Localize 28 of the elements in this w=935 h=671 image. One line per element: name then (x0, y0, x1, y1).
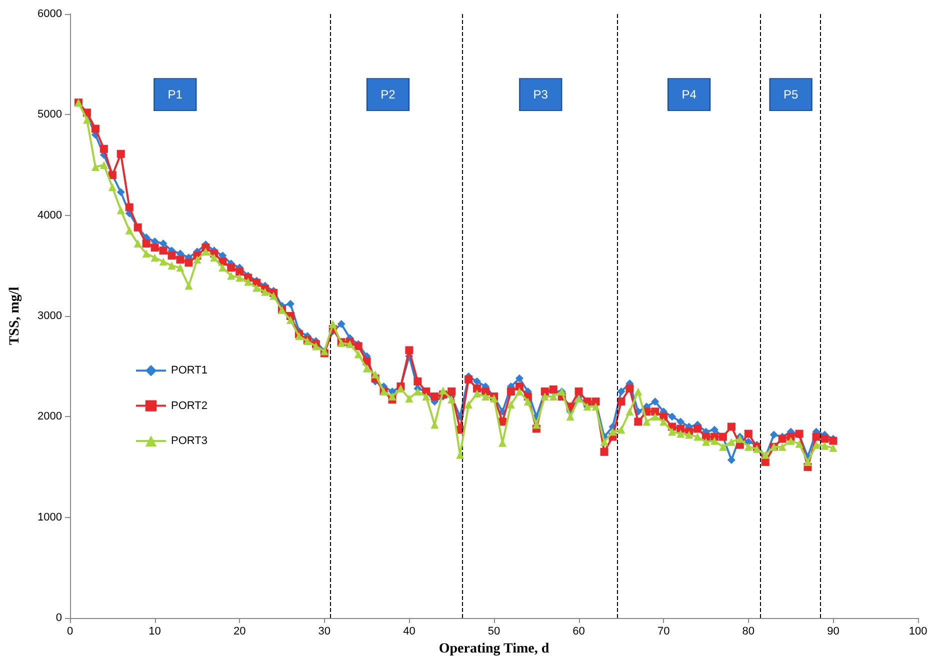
legend-label: PORT2 (171, 400, 208, 412)
annotation: P1 (168, 88, 183, 102)
x-tick-label: 20 (233, 626, 246, 638)
y-tick-label: 3000 (38, 310, 62, 322)
x-tick-label: 80 (742, 626, 755, 638)
y-tick-label: 6000 (38, 8, 62, 20)
legend-label: PORT1 (171, 364, 208, 377)
annotation: P3 (533, 88, 548, 102)
annotation: P5 (783, 88, 798, 102)
x-tick-label: 40 (403, 626, 416, 638)
annotation: P2 (380, 88, 396, 102)
y-tick-label: 4000 (38, 209, 62, 222)
x-axis-title: Operating Time, d (438, 641, 550, 656)
y-tick-label: 0 (56, 612, 62, 624)
y-tick-label: 1000 (38, 511, 62, 524)
annotation: P4 (682, 88, 697, 102)
y-tick-label: 5000 (38, 108, 62, 121)
x-tick-label: 10 (148, 626, 161, 638)
x-tick-label: 90 (827, 626, 840, 638)
x-tick-label: 100 (908, 626, 928, 638)
x-tick-label: 50 (488, 626, 500, 638)
x-tick-label: 0 (66, 626, 74, 638)
x-tick-label: 30 (318, 626, 331, 638)
y-axis-title: TSS, mg/l (8, 286, 22, 346)
legend-label: PORT3 (171, 435, 208, 447)
x-tick-label: 60 (572, 626, 585, 638)
x-tick-label: 70 (657, 626, 670, 638)
y-tick-label: 2000 (38, 410, 62, 423)
